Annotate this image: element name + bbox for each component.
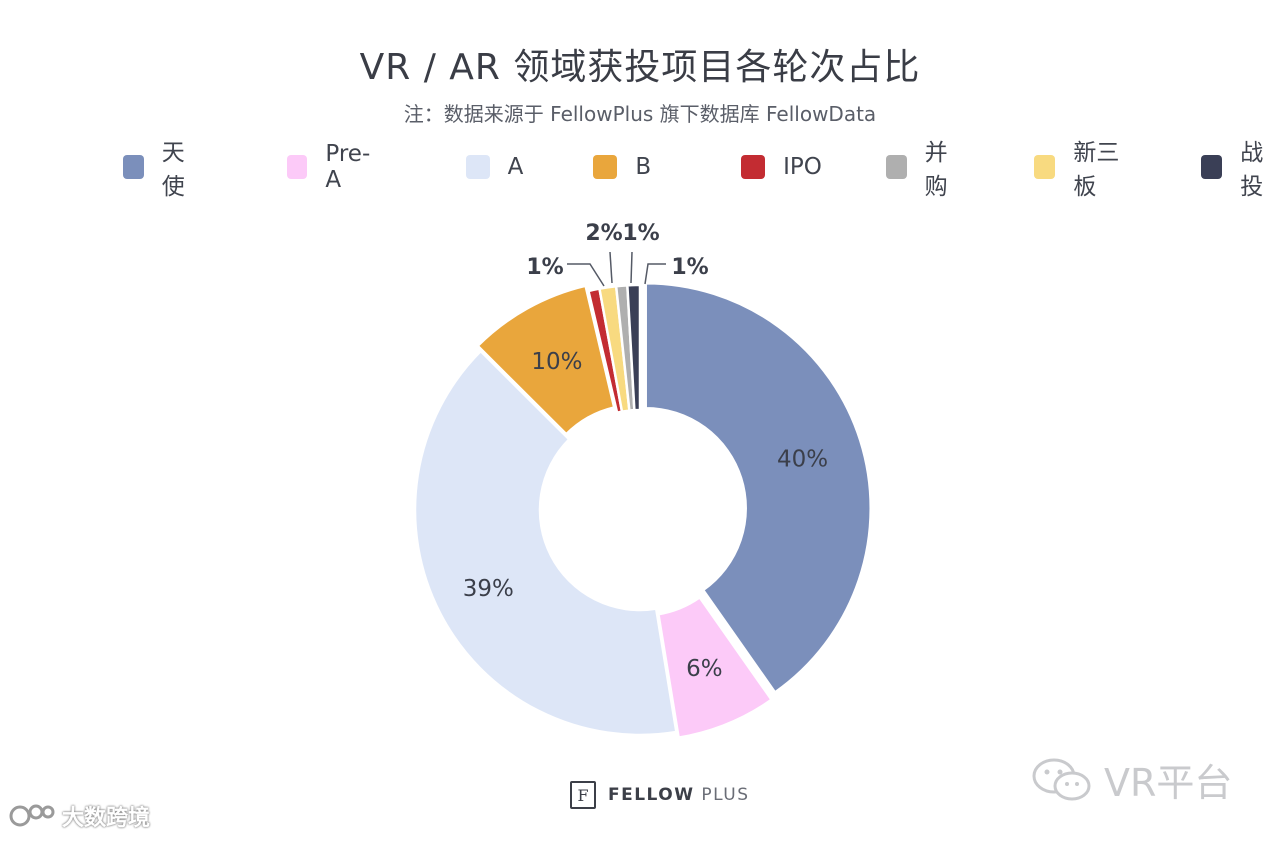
legend-label: 战投 [1240, 140, 1264, 200]
data-label: 1% [526, 255, 563, 280]
legend-item: 新三板 [1034, 133, 1133, 201]
logo-mark-icon: F [570, 781, 596, 809]
chart-title: VR / AR 领域获投项目各轮次占比 [359, 47, 921, 88]
donut-slice [626, 283, 642, 412]
legend-swatch [885, 155, 907, 179]
legend-swatch [286, 155, 308, 179]
data-label: 6% [686, 656, 723, 682]
data-label: 39% [463, 576, 514, 602]
legend-swatch [1201, 155, 1223, 179]
watermark-left-text: 大数跨境 [62, 806, 151, 831]
leader-line [630, 251, 633, 284]
legend-swatch [465, 155, 490, 179]
donut-slice [656, 595, 774, 740]
legend-swatch [1034, 155, 1056, 179]
legend: 天使 Pre-A A B IPO 并购 新三板 战投 [123, 140, 1280, 200]
legend-label: 天使 [161, 140, 185, 200]
legend-label: IPO [783, 154, 822, 180]
data-label: 40% [777, 447, 828, 473]
data-label: 1% [671, 255, 708, 280]
fellowplus-logo: F FELLOW PLUS [570, 781, 750, 809]
legend-item: 战投 [1201, 133, 1280, 201]
leader-line [567, 263, 605, 287]
legend-item: A [465, 154, 524, 180]
watermark-right-text: VR平台 [1104, 761, 1233, 805]
data-label: 10% [531, 349, 582, 375]
legend-label: 新三板 [1073, 140, 1120, 200]
legend-item: B [593, 154, 651, 180]
legend-item: 并购 [885, 133, 965, 201]
donut-slice [413, 349, 678, 737]
data-label: 2% [585, 221, 622, 246]
legend-label: B [635, 154, 652, 180]
legend-item: IPO [741, 154, 822, 180]
logo-text-bold: FELLOW [608, 785, 695, 805]
legend-swatch [593, 155, 618, 179]
watermark-vr-platform: VR平台 [1030, 752, 1232, 807]
leader-line [609, 251, 613, 284]
watermark-logo-icon [9, 804, 55, 827]
donut-slice [475, 284, 616, 436]
legend-item: Pre-A [286, 141, 378, 193]
legend-swatch [741, 155, 766, 179]
wechat-icon [1032, 758, 1091, 800]
leader-line [644, 263, 666, 285]
data-label: 1% [622, 221, 659, 246]
legend-swatch [123, 155, 144, 179]
chart-subtitle: 注：数据来源于 FellowPlus 旗下数据库 FellowData [403, 102, 877, 126]
logo-text-light: PLUS [701, 785, 750, 805]
legend-item: 天使 [123, 133, 202, 201]
donut-slice [644, 281, 872, 695]
watermark-dashu: 大数跨境 [8, 800, 150, 832]
legend-label: Pre-A [325, 141, 371, 193]
legend-label: 并购 [924, 140, 948, 200]
legend-label: A [507, 154, 524, 180]
